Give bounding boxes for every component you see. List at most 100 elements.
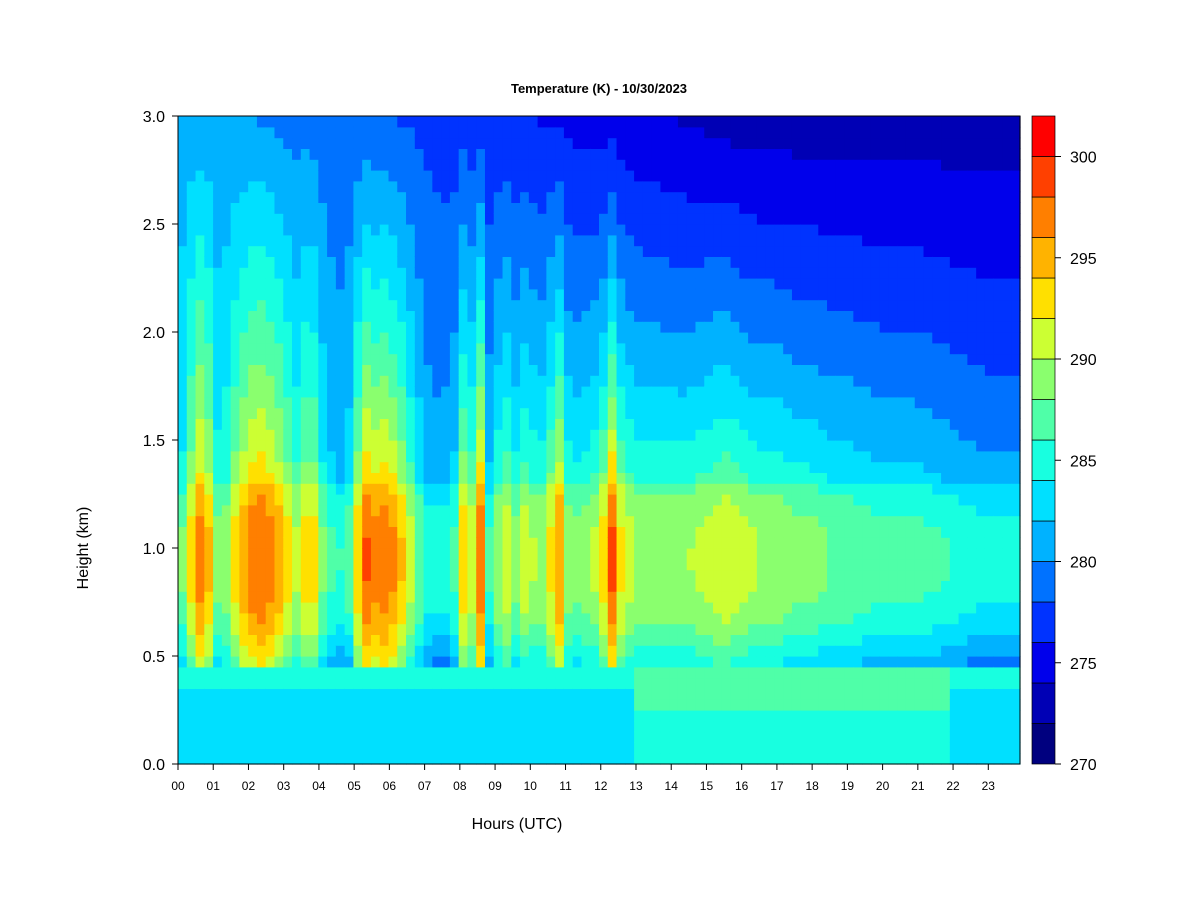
- heatmap-cell: [660, 612, 670, 625]
- heatmap-cell: [809, 159, 819, 171]
- heatmap-cell: [230, 126, 240, 139]
- heatmap-cell: [800, 753, 811, 765]
- heatmap-cell: [642, 440, 653, 452]
- heatmap-cell: [335, 472, 346, 484]
- heatmap-cell: [581, 720, 591, 733]
- heatmap-cell: [537, 720, 547, 733]
- heatmap-cell: [721, 170, 732, 182]
- heatmap-cell: [186, 375, 197, 387]
- heatmap-cell: [827, 623, 837, 635]
- heatmap-cell: [502, 170, 512, 182]
- heatmap-cell: [730, 191, 740, 203]
- heatmap-cell: [555, 353, 565, 365]
- heatmap-cell: [256, 310, 267, 322]
- heatmap-cell: [335, 645, 346, 657]
- heatmap-cell: [362, 202, 372, 214]
- heatmap-cell: [502, 375, 512, 387]
- heatmap-cell: [458, 224, 469, 236]
- heatmap-cell: [835, 666, 846, 679]
- heatmap-cell: [774, 569, 784, 581]
- heatmap-cell: [546, 558, 556, 571]
- heatmap-cell: [581, 440, 591, 452]
- heatmap-cell: [870, 612, 881, 625]
- heatmap-cell: [318, 602, 328, 614]
- heatmap-cell: [730, 418, 740, 430]
- heatmap-cell: [370, 450, 381, 463]
- heatmap-cell: [370, 126, 381, 139]
- heatmap-cell: [230, 753, 240, 765]
- heatmap-cell: [800, 191, 811, 203]
- heatmap-cell: [362, 126, 372, 139]
- heatmap-cell: [353, 332, 363, 344]
- heatmap-cell: [476, 180, 486, 193]
- heatmap-cell: [265, 245, 276, 257]
- heatmap-cell: [449, 170, 460, 182]
- heatmap-cell: [660, 710, 670, 722]
- heatmap-cell: [274, 558, 284, 571]
- heatmap-cell: [651, 429, 661, 441]
- heatmap-cell: [765, 245, 776, 257]
- heatmap-cell: [397, 310, 407, 322]
- heatmap-cell: [327, 483, 337, 495]
- heatmap-cell: [327, 677, 337, 689]
- heatmap-cell: [397, 720, 407, 733]
- heatmap-cell: [537, 494, 547, 506]
- heatmap-cell: [327, 126, 337, 139]
- heatmap-cell: [844, 418, 854, 430]
- heatmap-cell: [353, 321, 363, 333]
- heatmap-cell: [748, 472, 758, 484]
- heatmap-cell: [300, 548, 311, 560]
- heatmap-cell: [704, 645, 714, 657]
- heatmap-cell: [818, 342, 828, 355]
- heatmap-cell: [502, 278, 512, 290]
- heatmap-cell: [256, 191, 267, 203]
- heatmap-cell: [283, 472, 293, 484]
- heatmap-cell: [853, 623, 863, 635]
- heatmap-cell: [634, 148, 644, 160]
- heatmap-cell: [634, 213, 644, 225]
- heatmap-cell: [783, 234, 793, 247]
- heatmap-cell: [625, 342, 635, 355]
- heatmap-cell: [730, 699, 740, 711]
- heatmap-cell: [756, 224, 767, 236]
- heatmap-cell: [686, 353, 697, 365]
- heatmap-cell: [607, 483, 618, 495]
- heatmap-cell: [292, 483, 302, 495]
- heatmap-cell: [756, 634, 767, 646]
- heatmap-cell: [625, 148, 635, 160]
- heatmap-cell: [888, 472, 898, 484]
- heatmap-cell: [844, 623, 854, 635]
- heatmap-cell: [888, 461, 898, 473]
- heatmap-cell: [441, 137, 451, 149]
- heatmap-cell: [634, 278, 644, 290]
- heatmap-cell: [862, 472, 872, 484]
- heatmap-cell: [283, 634, 293, 646]
- heatmap-cell: [844, 731, 854, 743]
- heatmap-cell: [870, 742, 881, 754]
- heatmap-cell: [353, 450, 363, 463]
- heatmap-cell: [195, 634, 205, 646]
- heatmap-cell: [388, 321, 398, 333]
- heatmap-cell: [221, 731, 232, 743]
- heatmap-cell: [581, 180, 591, 193]
- heatmap-cell: [274, 202, 284, 214]
- heatmap-cell: [186, 418, 197, 430]
- heatmap-cell: [677, 656, 688, 668]
- heatmap-cell: [476, 213, 486, 225]
- heatmap-cell: [449, 612, 460, 625]
- heatmap-cell: [677, 688, 688, 700]
- heatmap-cell: [616, 364, 626, 376]
- heatmap-cell: [362, 310, 372, 322]
- heatmap-cell: [791, 429, 802, 441]
- heatmap-cell: [230, 180, 240, 193]
- heatmap-cell: [300, 720, 311, 733]
- heatmap-cell: [449, 299, 460, 311]
- heatmap-cell: [292, 472, 302, 484]
- heatmap-cell: [344, 234, 355, 247]
- heatmap-cell: [248, 407, 258, 419]
- heatmap-cell: [625, 677, 635, 689]
- heatmap-cell: [318, 342, 328, 355]
- heatmap-cell: [809, 407, 819, 419]
- heatmap-cell: [449, 321, 460, 333]
- heatmap-cell: [642, 720, 653, 733]
